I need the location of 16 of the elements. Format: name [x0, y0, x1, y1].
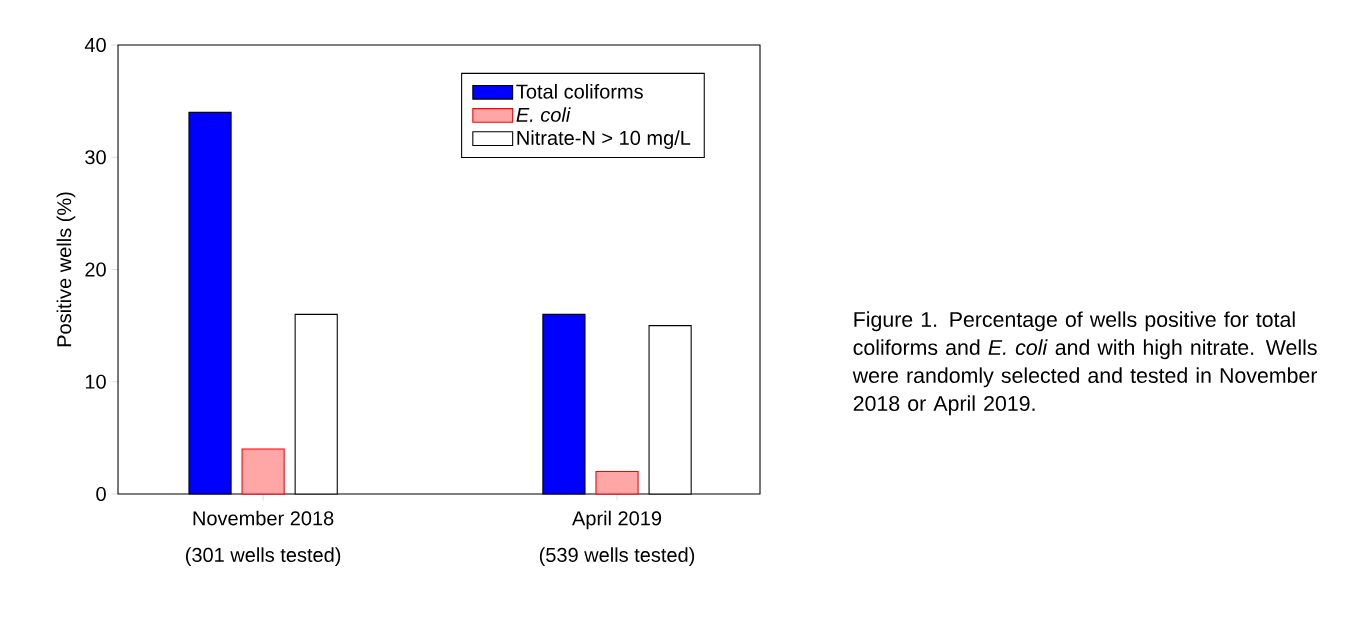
y-tick-label: 0 [96, 486, 106, 502]
legend-label: Total coliforms [516, 84, 643, 99]
text: (539 wells tested) [539, 547, 695, 566]
legend-label: E. coli [516, 107, 571, 122]
x-tick-label: April 2019 [572, 510, 662, 530]
bar [241, 448, 285, 495]
text: (301 wells tested) [185, 547, 341, 566]
caption: Figure 1. Percentage of wells positive for total coliforms and E. coli and with high nitrate. Wells were randomly selected and tested in November 2018 or April 2019. [852, 311, 1318, 416]
bar [595, 471, 639, 495]
x-tick-label: November 2018 [193, 510, 334, 526]
y-tick-label: 10 [85, 374, 106, 389]
y-tick-label: 20 [85, 262, 106, 277]
y-tick-label: 30 [85, 150, 106, 165]
y-axis-title: Positive wells (%) [56, 192, 76, 347]
y-tick-label: 40 [84, 37, 106, 53]
legend-label: Nitrate-N > 10 mg/L [517, 130, 691, 149]
